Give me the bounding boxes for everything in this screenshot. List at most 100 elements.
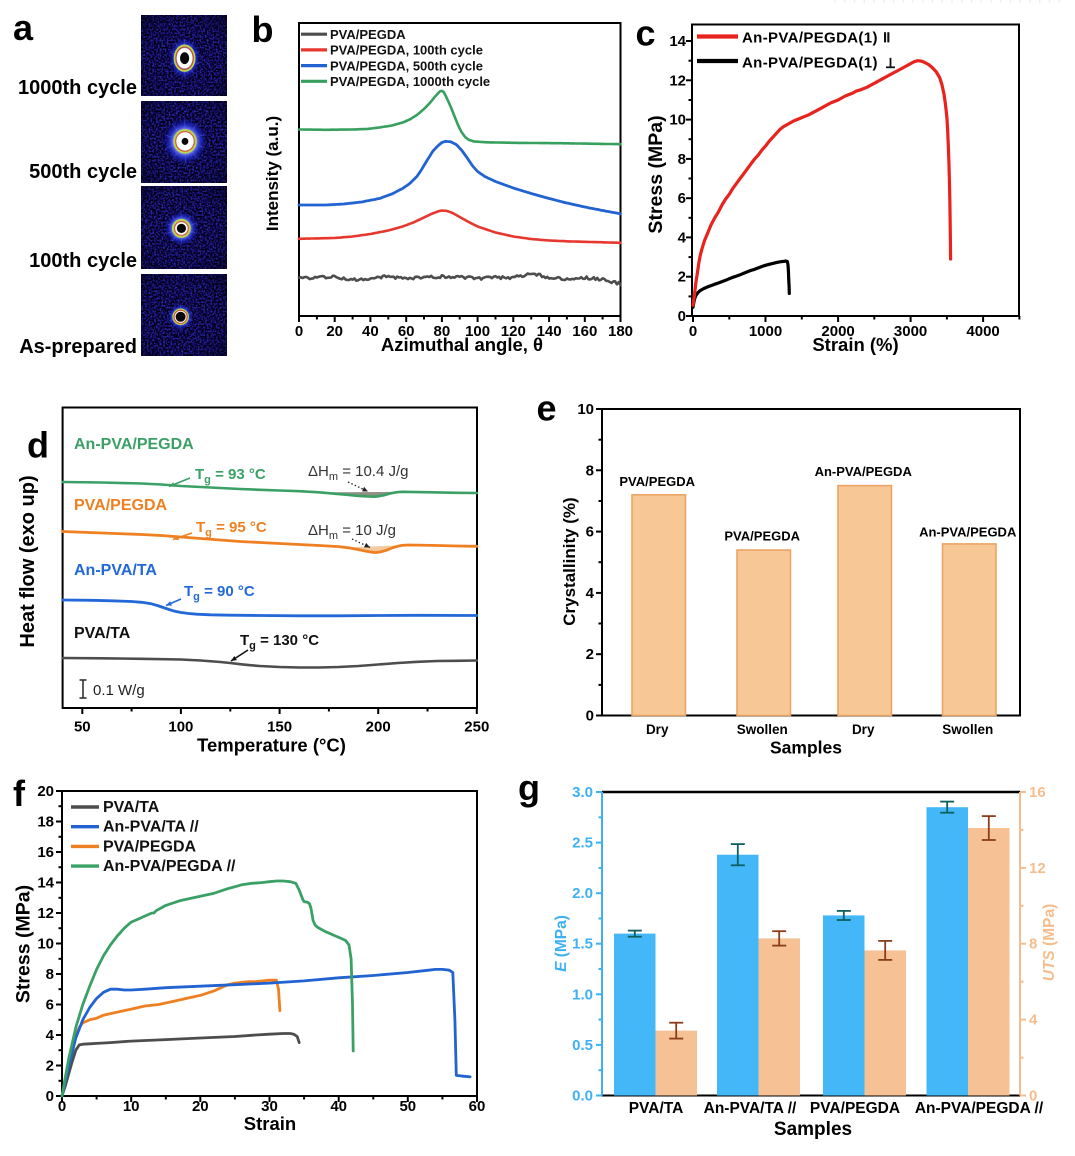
svg-text:An-PVA/PEGDA //: An-PVA/PEGDA // (103, 858, 236, 875)
svg-text:PVA/TA: PVA/TA (103, 799, 160, 816)
svg-text:PVA/TA: PVA/TA (74, 625, 131, 642)
svg-text:6: 6 (678, 190, 686, 207)
svg-text:Temperature (°C): Temperature (°C) (197, 735, 346, 756)
svg-text:4: 4 (586, 585, 595, 602)
svg-text:3000: 3000 (894, 323, 927, 340)
svg-text:16: 16 (37, 844, 54, 861)
svg-text:c: c (636, 13, 656, 54)
svg-text:Stress (MPa): Stress (MPa) (645, 115, 667, 233)
svg-text:Strain: Strain (244, 1113, 296, 1134)
svg-text:An-PVA/PEGDA //: An-PVA/PEGDA // (915, 1100, 1044, 1117)
svg-text:10: 10 (669, 112, 686, 129)
svg-text:PVA/PEGDA, 100th cycle: PVA/PEGDA, 100th cycle (330, 43, 483, 58)
svg-text:PVA/PEGDA: PVA/PEGDA (810, 1100, 900, 1117)
svg-text:4: 4 (678, 229, 687, 246)
svg-text:4: 4 (46, 1027, 55, 1044)
svg-text:0: 0 (678, 308, 686, 325)
svg-text:100: 100 (168, 719, 193, 736)
svg-text:0: 0 (689, 323, 697, 340)
svg-text:12: 12 (37, 905, 54, 922)
svg-text:0: 0 (46, 1088, 54, 1105)
svg-text:An-PVA/TA //: An-PVA/TA // (704, 1100, 797, 1117)
svg-text:An-PVA/PEGDA(1): An-PVA/PEGDA(1) (742, 30, 878, 47)
svg-text:8: 8 (586, 462, 594, 479)
svg-text:10: 10 (37, 936, 54, 953)
svg-text:200: 200 (366, 719, 391, 736)
svg-text:18: 18 (37, 814, 54, 831)
svg-text:UTS (MPa): UTS (MPa) (1041, 904, 1058, 982)
svg-text:Stress (MPa): Stress (MPa) (13, 885, 35, 1003)
svg-text:0.0: 0.0 (572, 1088, 593, 1105)
svg-text:An-PVA/TA //: An-PVA/TA // (103, 819, 199, 836)
svg-text:PVA/PEGDA: PVA/PEGDA (619, 474, 695, 489)
svg-text:1000: 1000 (749, 323, 782, 340)
svg-text:4000: 4000 (966, 323, 999, 340)
svg-text:PVA/PEGDA: PVA/PEGDA (74, 497, 168, 514)
svg-text:2: 2 (46, 1058, 54, 1075)
svg-text:Intensity (a.u.): Intensity (a.u.) (263, 116, 282, 231)
svg-text:6: 6 (586, 524, 594, 541)
svg-text:10: 10 (577, 401, 594, 418)
svg-text:PVA/PEGDA, 1000th cycle: PVA/PEGDA, 1000th cycle (330, 74, 490, 89)
svg-text:Crystallinity (%): Crystallinity (%) (560, 497, 579, 625)
svg-text:12: 12 (1029, 860, 1046, 877)
svg-text:E (MPa): E (MPa) (553, 915, 570, 972)
svg-text:20: 20 (192, 1098, 209, 1115)
svg-text:Dry: Dry (852, 722, 875, 737)
svg-text:Swollen: Swollen (942, 722, 993, 737)
svg-text:2.5: 2.5 (572, 835, 593, 852)
svg-text:PVA/TA: PVA/TA (629, 1100, 684, 1117)
svg-text:50: 50 (399, 1098, 416, 1115)
svg-text:8: 8 (1029, 936, 1037, 953)
svg-text:100th cycle: 100th cycle (29, 250, 137, 272)
svg-text:2: 2 (678, 269, 686, 286)
svg-text:40: 40 (330, 1098, 347, 1115)
svg-text:8: 8 (678, 151, 686, 168)
svg-text:g: g (518, 767, 540, 808)
svg-text:An-PVA/PEGDA: An-PVA/PEGDA (815, 464, 913, 479)
svg-text:0: 0 (295, 323, 303, 340)
svg-text:1.0: 1.0 (572, 986, 593, 1003)
svg-text:150: 150 (267, 719, 292, 736)
svg-text:180: 180 (608, 323, 633, 340)
svg-text:a: a (13, 7, 34, 48)
svg-text:0.1 W/g: 0.1 W/g (93, 682, 145, 699)
svg-text:2: 2 (586, 646, 594, 663)
svg-text:PVA/PEGDA, 500th cycle: PVA/PEGDA, 500th cycle (330, 58, 483, 73)
svg-text:14: 14 (669, 33, 686, 50)
svg-text:3.0: 3.0 (572, 784, 593, 801)
svg-text:An-PVA/PEGDA: An-PVA/PEGDA (74, 436, 194, 453)
svg-text:Swollen: Swollen (737, 722, 788, 737)
svg-text:As-prepared: As-prepared (19, 336, 137, 358)
svg-text:e: e (537, 388, 557, 429)
svg-text:500th cycle: 500th cycle (29, 161, 137, 183)
svg-text:Strain (%): Strain (%) (812, 334, 898, 355)
svg-text:PVA/PEGDA: PVA/PEGDA (103, 838, 197, 855)
svg-text:1.5: 1.5 (572, 936, 593, 953)
svg-text:6: 6 (46, 997, 54, 1014)
svg-text:60: 60 (469, 1098, 486, 1115)
svg-text:4: 4 (1029, 1012, 1038, 1029)
svg-text:0.5: 0.5 (572, 1037, 593, 1054)
svg-text:20: 20 (37, 783, 54, 800)
svg-text:250: 250 (464, 719, 489, 736)
svg-text:An-PVA/TA: An-PVA/TA (74, 562, 157, 579)
svg-text:10: 10 (123, 1098, 140, 1115)
svg-text:d: d (27, 425, 49, 466)
svg-text:PVA/PEGDA: PVA/PEGDA (330, 27, 406, 42)
svg-text:2.0: 2.0 (572, 885, 593, 902)
svg-text:20: 20 (326, 323, 343, 340)
svg-text:b: b (252, 9, 274, 50)
svg-text:An-PVA/PEGDA(1): An-PVA/PEGDA(1) (742, 54, 878, 71)
svg-text:An-PVA/PEGDA: An-PVA/PEGDA (919, 525, 1017, 540)
svg-text:1000th cycle: 1000th cycle (18, 77, 137, 99)
svg-text:12: 12 (669, 72, 686, 89)
svg-text:8: 8 (46, 966, 54, 983)
svg-text:50: 50 (74, 719, 91, 736)
svg-text:160: 160 (572, 323, 597, 340)
svg-text:Dry: Dry (646, 722, 669, 737)
svg-text:0: 0 (58, 1098, 66, 1115)
svg-text:0: 0 (586, 708, 594, 725)
svg-text:f: f (13, 773, 26, 814)
svg-text:Heat flow (exo up): Heat flow (exo up) (17, 475, 39, 647)
